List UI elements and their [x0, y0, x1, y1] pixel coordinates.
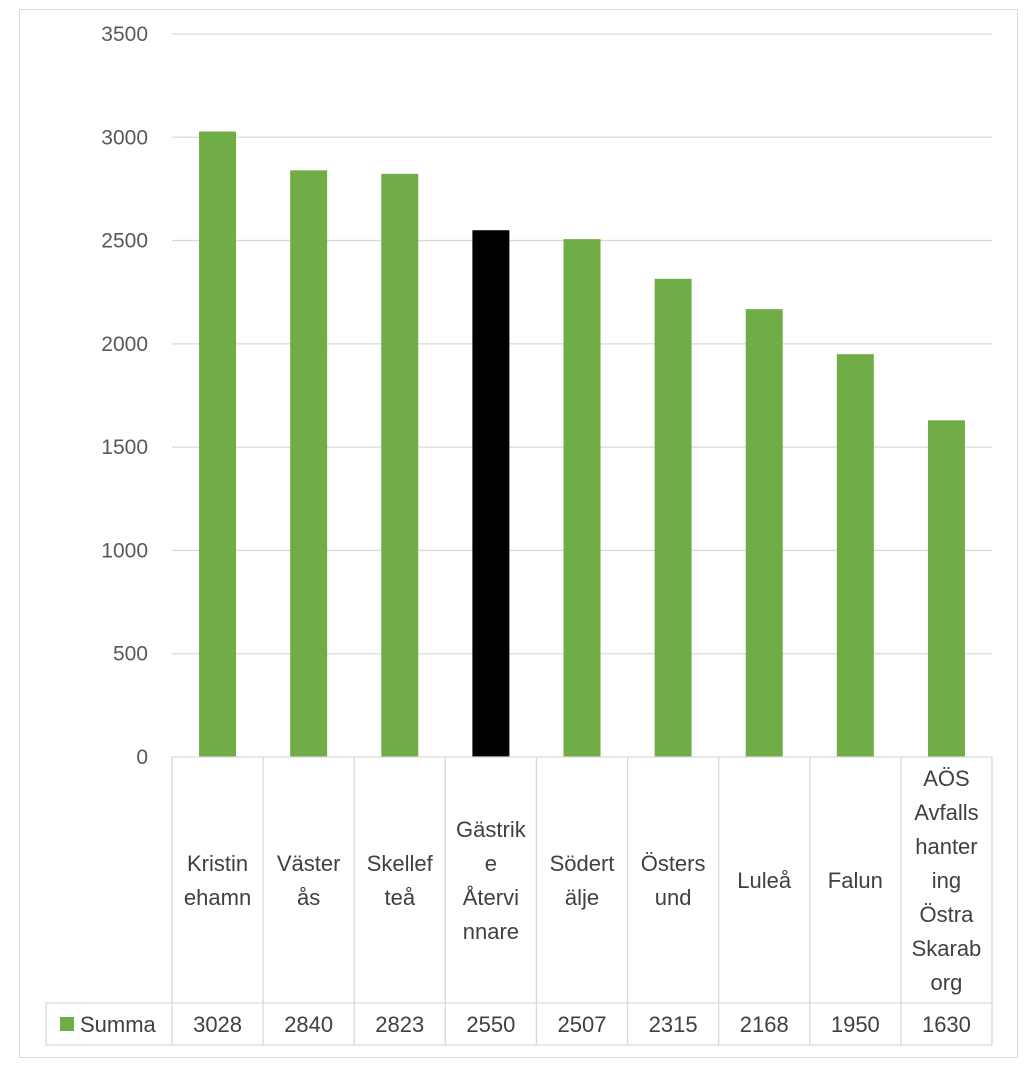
category-label: AÖS: [923, 766, 969, 791]
bar: [290, 170, 328, 757]
category-label: org: [931, 970, 963, 995]
category-label: e: [485, 851, 497, 876]
category-label: ehamn: [184, 885, 251, 910]
category-label: teå: [384, 885, 415, 910]
data-table-value: 1950: [831, 1012, 880, 1037]
y-tick-label: 500: [113, 643, 148, 666]
bar: [199, 131, 237, 757]
data-table-value: 2840: [284, 1012, 333, 1037]
y-tick-label: 1500: [101, 436, 148, 459]
y-tick-label: 1000: [101, 539, 148, 562]
y-tick-label: 2500: [101, 230, 148, 253]
category-label: Södert: [550, 851, 615, 876]
data-table-value: 3028: [193, 1012, 242, 1037]
data-table-value: 2550: [466, 1012, 515, 1037]
category-label: und: [655, 885, 692, 910]
legend-label: Summa: [80, 1012, 157, 1037]
category-label: Kristin: [187, 851, 248, 876]
category-label: Gästrik: [456, 817, 527, 842]
category-label: nnare: [463, 919, 519, 944]
chart-frame: [19, 9, 1018, 1058]
bar: [654, 278, 692, 757]
bar: [563, 239, 601, 757]
category-label: Skarab: [912, 936, 982, 961]
category-label: Väster: [277, 851, 341, 876]
y-tick-label: 0: [136, 746, 148, 769]
category-label: Luleå: [737, 868, 792, 893]
y-tick-label: 3000: [101, 126, 148, 149]
data-table-value: 2507: [558, 1012, 607, 1037]
bar: [745, 309, 783, 757]
bar: [836, 354, 874, 757]
category-label: älje: [565, 885, 599, 910]
legend-swatch: [60, 1017, 74, 1031]
category-label: Återvi: [463, 885, 519, 910]
category-label: Östra: [920, 902, 975, 927]
bar: [381, 173, 419, 757]
category-label: Östers: [641, 851, 706, 876]
bar: [472, 230, 510, 757]
data-table-value: 2315: [649, 1012, 698, 1037]
y-tick-label: 2000: [101, 333, 148, 356]
category-label: Avfalls: [914, 800, 978, 825]
data-table-value: 2823: [375, 1012, 424, 1037]
category-label: ing: [932, 868, 961, 893]
category-label: Falun: [828, 868, 883, 893]
data-table-value: 2168: [740, 1012, 789, 1037]
y-tick-label: 3500: [101, 23, 148, 46]
bar: [927, 420, 965, 757]
category-label: hanter: [915, 834, 977, 859]
category-label: ås: [297, 885, 320, 910]
category-label: Skellef: [367, 851, 434, 876]
data-table-value: 1630: [922, 1012, 971, 1037]
